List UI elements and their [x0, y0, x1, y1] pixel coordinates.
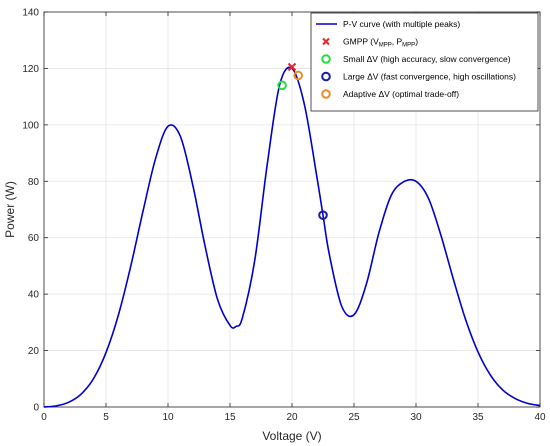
y-tick-label: 100 — [22, 120, 39, 131]
legend-label-4: Adaptive ΔV (optimal trade-off) — [343, 89, 459, 99]
x-tick-label: 20 — [286, 412, 298, 423]
legend-label-0: P-V curve (with multiple peaks) — [343, 19, 460, 29]
marker-circle-1 — [277, 80, 287, 91]
y-tick-label: 80 — [28, 177, 40, 188]
x-tick-label: 25 — [348, 412, 360, 423]
x-tick-label: 35 — [472, 412, 484, 423]
legend-circle-swatch — [321, 71, 331, 82]
y-tick-label: 140 — [22, 8, 39, 19]
y-tick-label: 40 — [28, 290, 40, 301]
x-tick-label: 0 — [41, 412, 47, 423]
legend-text-part: ) — [415, 37, 418, 47]
y-tick-label: 60 — [28, 233, 40, 244]
legend-circle-swatch — [321, 54, 331, 64]
marker-circle-3 — [293, 70, 304, 81]
legend-cross-swatch — [322, 37, 330, 46]
legend-text-part: Small ΔV (high accuracy, slow convergenc… — [343, 54, 511, 64]
tick-labels: 0 5 10 15 20 25 30 35 40 0 20 40 60 80 100 120 140 — [22, 8, 546, 424]
y-tick-label: 20 — [28, 346, 40, 357]
x-axis-label: Voltage (V) — [262, 429, 321, 443]
legend-text-part: Large ΔV (fast convergence, high oscilla… — [343, 72, 516, 82]
legend-label-3: Large ΔV (fast convergence, high oscilla… — [343, 72, 516, 82]
legend-label-2: Small ΔV (high accuracy, slow convergenc… — [343, 54, 511, 64]
legend-text-part: GMPP (V — [343, 37, 379, 47]
y-tick-label: 0 — [33, 403, 39, 414]
y-axis-label: Power (W) — [3, 181, 17, 238]
x-tick-label: 10 — [162, 412, 174, 423]
legend-text-part: Adaptive ΔV (optimal trade-off) — [343, 89, 459, 99]
legend-text-part: , P — [392, 37, 403, 47]
marker-circle-2 — [318, 210, 328, 220]
x-tick-label: 30 — [410, 412, 422, 423]
x-tick-label: 15 — [224, 412, 236, 423]
legend-subscript: MPP — [402, 43, 415, 49]
legend-box — [310, 12, 539, 112]
marker-cross-stroke — [287, 62, 297, 72]
legend-label-1: GMPP (VMPP, PMPP) — [343, 37, 418, 49]
x-tick-label: 40 — [534, 412, 546, 423]
markers — [277, 62, 328, 220]
marker-gmpp-cross — [287, 62, 297, 72]
legend: P-V curve (with multiple peaks)GMPP (VMP… — [310, 12, 539, 112]
y-tick-label: 120 — [22, 64, 39, 75]
legend-text-part: P-V curve (with multiple peaks) — [343, 19, 460, 29]
legend-circle-swatch — [321, 89, 331, 99]
x-tick-label: 5 — [103, 412, 109, 423]
legend-subscript: MPP — [379, 43, 392, 49]
